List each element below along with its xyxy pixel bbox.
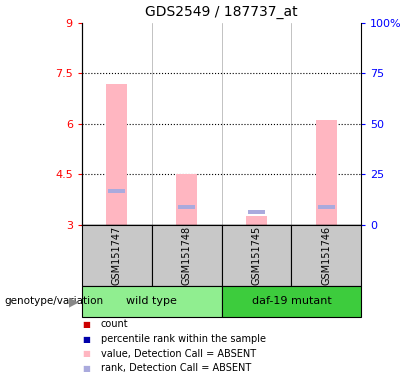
- Bar: [82, 225, 152, 286]
- Bar: [246, 216, 267, 225]
- Text: ■: ■: [82, 334, 90, 344]
- Text: GSM151747: GSM151747: [112, 226, 122, 285]
- Bar: [178, 205, 195, 209]
- Bar: [176, 174, 197, 225]
- Text: ■: ■: [82, 364, 90, 373]
- Bar: [82, 286, 222, 317]
- Text: wild type: wild type: [126, 296, 177, 306]
- Text: ■: ■: [82, 349, 90, 358]
- Bar: [108, 189, 125, 193]
- Text: GSM151745: GSM151745: [252, 226, 262, 285]
- Bar: [318, 205, 335, 209]
- Text: genotype/variation: genotype/variation: [4, 296, 103, 306]
- Title: GDS2549 / 187737_at: GDS2549 / 187737_at: [145, 5, 298, 19]
- Text: GSM151746: GSM151746: [321, 226, 331, 285]
- Bar: [248, 210, 265, 214]
- Text: ▶: ▶: [69, 295, 78, 308]
- Bar: [222, 225, 291, 286]
- Bar: [291, 225, 361, 286]
- Text: ■: ■: [82, 320, 90, 329]
- Text: count: count: [101, 319, 129, 329]
- Bar: [106, 84, 127, 225]
- Text: percentile rank within the sample: percentile rank within the sample: [101, 334, 266, 344]
- Text: value, Detection Call = ABSENT: value, Detection Call = ABSENT: [101, 349, 256, 359]
- Text: GSM151748: GSM151748: [181, 226, 192, 285]
- Text: rank, Detection Call = ABSENT: rank, Detection Call = ABSENT: [101, 363, 251, 373]
- Bar: [222, 286, 361, 317]
- Bar: [316, 121, 337, 225]
- Text: daf-19 mutant: daf-19 mutant: [252, 296, 331, 306]
- Bar: [152, 225, 222, 286]
